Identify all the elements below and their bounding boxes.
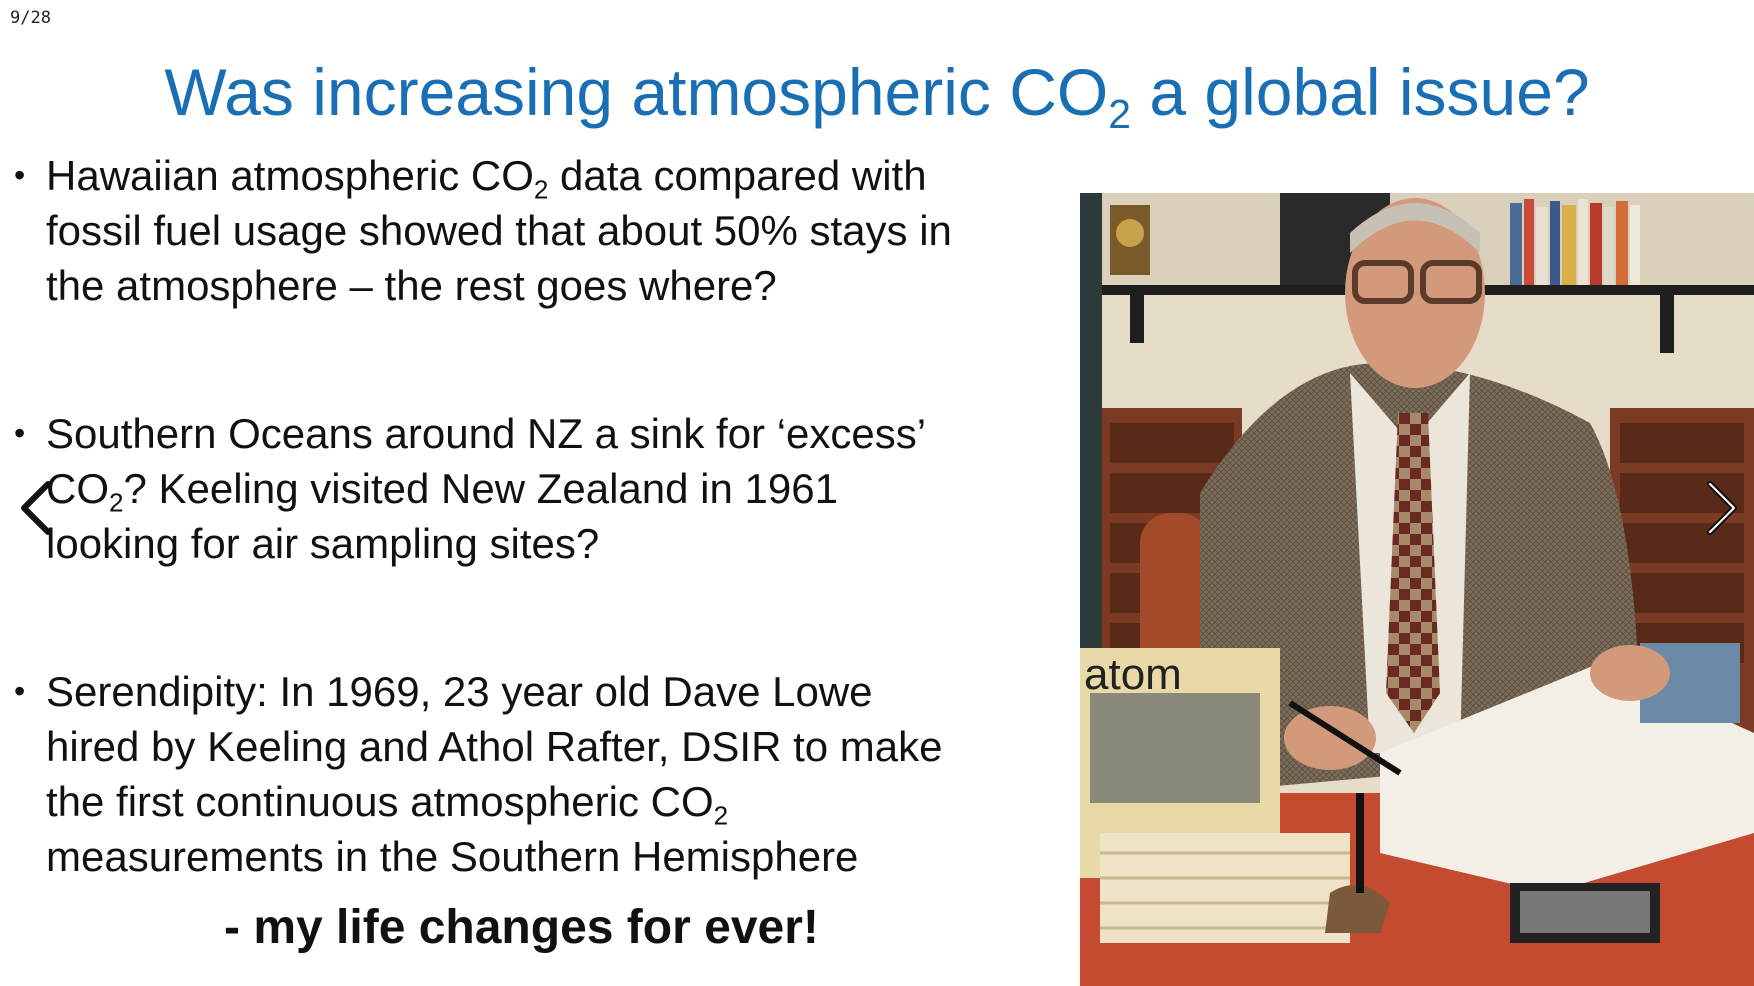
bullet-3-line-3: the first continuous atmospheric CO2 [46, 774, 1066, 829]
prev-slide-button[interactable] [18, 478, 58, 538]
title-text-pre: Was increasing atmospheric CO [164, 55, 1109, 129]
bullet-1-line-1-pre: Hawaiian atmospheric CO [46, 152, 534, 199]
bullet-dot: • [14, 157, 26, 193]
closing-statement: - my life changes for ever! [224, 901, 819, 954]
bullet-1-line-1: Hawaiian atmospheric CO2 data compared w… [46, 148, 1066, 203]
bullet-text-2: Southern Oceans around NZ a sink for ‘ex… [46, 406, 1066, 571]
bullet-dot: • [14, 673, 26, 709]
slide-counter: 9/28 [10, 8, 51, 28]
bullet-1-line-3: the atmosphere – the rest goes where? [46, 262, 777, 309]
bullet-3-subscript: 2 [713, 800, 729, 831]
bullet-item-3: • Serendipity: In 1969, 23 year old Dave… [14, 664, 1064, 889]
portrait-illustration: atom [1080, 193, 1754, 986]
books [1510, 199, 1640, 285]
bullet-2-subscript: 2 [109, 487, 124, 518]
bullet-2-line-2-post: ? Keeling visited New Zealand in 1961 [123, 465, 838, 512]
title-subscript: 2 [1108, 91, 1131, 138]
chevron-left-icon [21, 481, 51, 535]
bullet-dot: • [14, 415, 26, 451]
bullet-2-line-2-pre: CO [46, 465, 109, 512]
slide-title: Was increasing atmospheric CO2 a global … [0, 52, 1754, 135]
bullet-text-3: Serendipity: In 1969, 23 year old Dave L… [46, 664, 1066, 884]
bullet-1-line-1-post: data compared with [548, 152, 927, 199]
bullet-text-1: Hawaiian atmospheric CO2 data compared w… [46, 148, 1066, 313]
next-slide-button[interactable] [1700, 478, 1740, 538]
bullet-3-line-4: measurements in the Southern Hemisphere [46, 833, 859, 880]
bullet-3-line-2: hired by Keeling and Athol Rafter, DSIR … [46, 723, 943, 770]
bullet-2-line-1: Southern Oceans around NZ a sink for ‘ex… [46, 410, 927, 457]
portrait-photo: atom [1080, 193, 1754, 986]
bullet-item-1: • Hawaiian atmospheric CO2 data compared… [14, 148, 1064, 318]
chevron-right-icon [1707, 481, 1737, 535]
bullet-2-line-3: looking for air sampling sites? [46, 520, 600, 567]
bullet-3-line-1: Serendipity: In 1969, 23 year old Dave L… [46, 668, 873, 715]
bullet-2-line-2: CO2? Keeling visited New Zealand in 1961 [46, 461, 1066, 516]
bullet-item-2: • Southern Oceans around NZ a sink for ‘… [14, 406, 1064, 576]
bullet-1-line-2: fossil fuel usage showed that about 50% … [46, 207, 952, 254]
magazine-title: atom [1084, 650, 1182, 699]
bullet-1-subscript: 2 [533, 174, 549, 205]
title-text-post: a global issue? [1131, 55, 1590, 129]
bullet-3-line-3-pre: the first continuous atmospheric CO [46, 778, 714, 825]
